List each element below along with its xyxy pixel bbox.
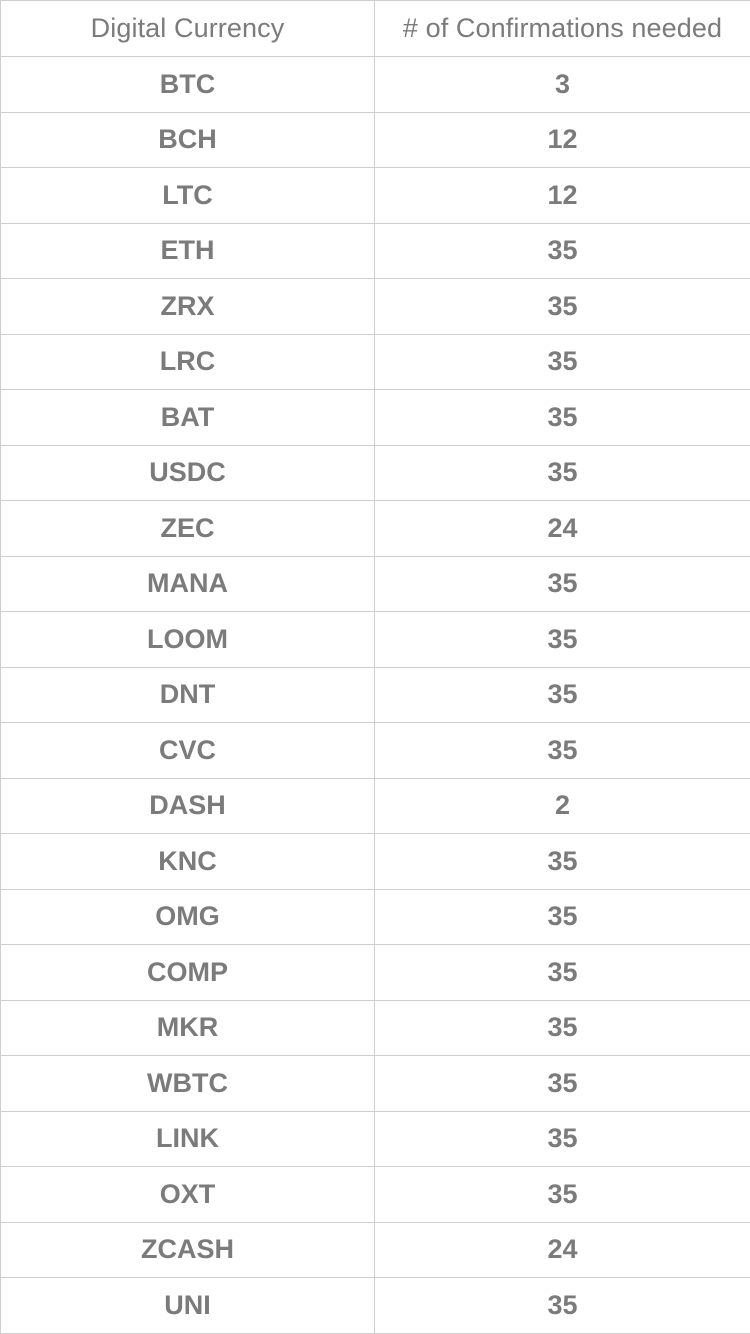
table-row: OMG 35 xyxy=(0,888,750,945)
currency-cell: LTC xyxy=(0,167,375,224)
currency-cell: WBTC xyxy=(0,1055,375,1112)
table-row: ZCASH 24 xyxy=(0,1221,750,1278)
table-row: WBTC 35 xyxy=(0,1055,750,1112)
confirmations-cell: 35 xyxy=(374,555,750,612)
confirmations-cell: 35 xyxy=(374,722,750,779)
confirmations-cell: 35 xyxy=(374,222,750,279)
table-row: COMP 35 xyxy=(0,944,750,1001)
currency-cell: MKR xyxy=(0,999,375,1056)
currency-cell: CVC xyxy=(0,722,375,779)
currency-cell: ZCASH xyxy=(0,1221,375,1278)
currency-cell: BAT xyxy=(0,389,375,446)
confirmations-cell: 35 xyxy=(374,1166,750,1223)
confirmations-cell: 35 xyxy=(374,944,750,1001)
table-row: LOOM 35 xyxy=(0,611,750,668)
header-confirmations-needed: # of Confirmations needed xyxy=(374,0,750,57)
table-row: ZEC 24 xyxy=(0,500,750,557)
confirmations-cell: 35 xyxy=(374,1055,750,1112)
confirmations-cell: 24 xyxy=(374,500,750,557)
currency-cell: ETH xyxy=(0,222,375,279)
currency-cell: USDC xyxy=(0,444,375,501)
confirmations-cell: 35 xyxy=(374,1277,750,1334)
currency-cell: DNT xyxy=(0,666,375,723)
currency-cell: LINK xyxy=(0,1110,375,1167)
table-row: CVC 35 xyxy=(0,722,750,779)
table-row: MANA 35 xyxy=(0,555,750,612)
table-row: UNI 35 xyxy=(0,1277,750,1334)
table-row: KNC 35 xyxy=(0,833,750,890)
currency-cell: ZRX xyxy=(0,278,375,335)
confirmations-cell: 12 xyxy=(374,167,750,224)
confirmations-cell: 35 xyxy=(374,611,750,668)
table-row: MKR 35 xyxy=(0,999,750,1056)
header-digital-currency: Digital Currency xyxy=(0,0,375,57)
currency-cell: KNC xyxy=(0,833,375,890)
confirmations-cell: 35 xyxy=(374,444,750,501)
confirmations-cell: 2 xyxy=(374,777,750,834)
confirmations-cell: 35 xyxy=(374,833,750,890)
confirmations-cell: 3 xyxy=(374,56,750,113)
table-row: LTC 12 xyxy=(0,167,750,224)
header-row: Digital Currency # of Confirmations need… xyxy=(0,0,750,57)
table-row: DASH 2 xyxy=(0,777,750,834)
currency-cell: LRC xyxy=(0,333,375,390)
currency-cell: DASH xyxy=(0,777,375,834)
table-row: BTC 3 xyxy=(0,56,750,113)
table-header: Digital Currency # of Confirmations need… xyxy=(0,0,750,57)
table-row: BAT 35 xyxy=(0,389,750,446)
confirmations-cell: 12 xyxy=(374,111,750,168)
currency-cell: MANA xyxy=(0,555,375,612)
confirmations-cell: 35 xyxy=(374,1110,750,1167)
currency-cell: OMG xyxy=(0,888,375,945)
confirmations-cell: 35 xyxy=(374,666,750,723)
currency-cell: BCH xyxy=(0,111,375,168)
currency-cell: ZEC xyxy=(0,500,375,557)
confirmations-cell: 35 xyxy=(374,999,750,1056)
table-row: ETH 35 xyxy=(0,222,750,279)
table-body: BTC 3 BCH 12 LTC 12 ETH 35 ZRX 35 LRC 35 xyxy=(0,56,750,1334)
table-row: LRC 35 xyxy=(0,333,750,390)
table-row: USDC 35 xyxy=(0,444,750,501)
currency-cell: COMP xyxy=(0,944,375,1001)
confirmations-cell: 35 xyxy=(374,278,750,335)
table-row: LINK 35 xyxy=(0,1110,750,1167)
table-row: ZRX 35 xyxy=(0,278,750,335)
table-row: OXT 35 xyxy=(0,1166,750,1223)
confirmations-cell: 35 xyxy=(374,888,750,945)
currency-cell: OXT xyxy=(0,1166,375,1223)
confirmations-cell: 24 xyxy=(374,1221,750,1278)
currency-cell: BTC xyxy=(0,56,375,113)
currency-cell: UNI xyxy=(0,1277,375,1334)
currency-cell: LOOM xyxy=(0,611,375,668)
table-row: BCH 12 xyxy=(0,111,750,168)
table-row: DNT 35 xyxy=(0,666,750,723)
confirmations-cell: 35 xyxy=(374,333,750,390)
confirmations-cell: 35 xyxy=(374,389,750,446)
